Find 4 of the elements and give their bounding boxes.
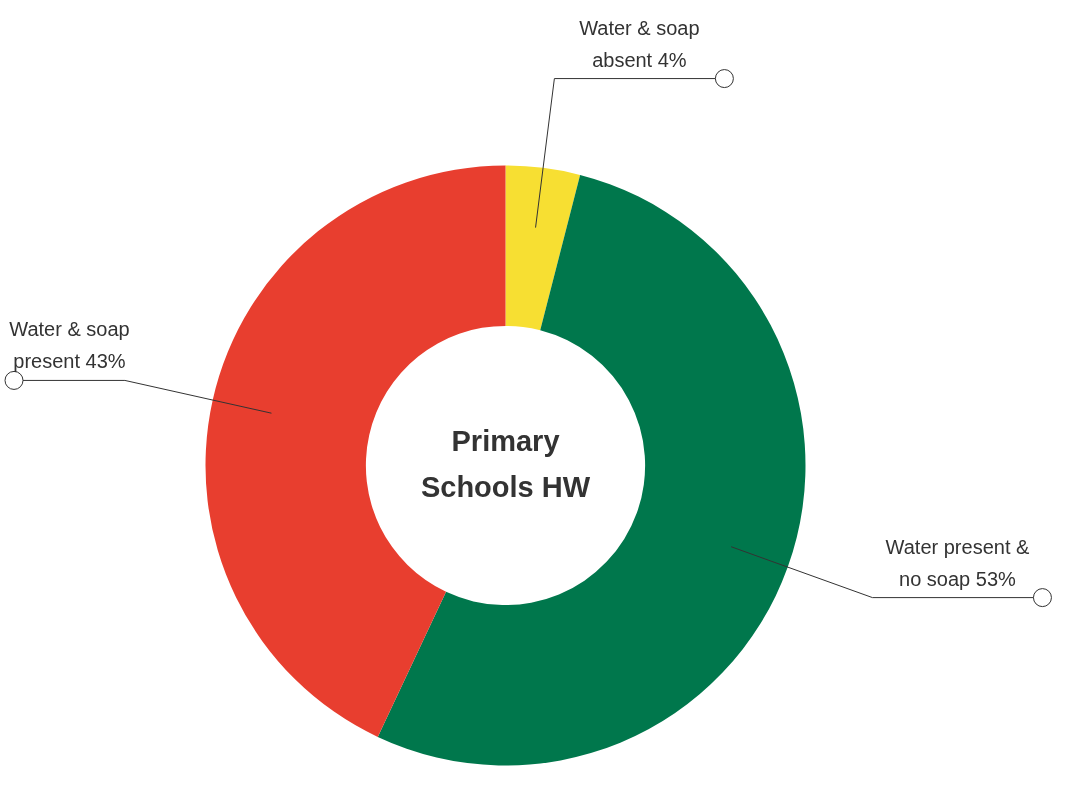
slice-label: Water present & no soap 53% bbox=[885, 535, 1030, 590]
slice-label: Water & soap absent 4% bbox=[579, 16, 700, 71]
slice-label: Water & soap present 43% bbox=[9, 318, 130, 373]
text: Primary Schools HW bbox=[420, 424, 591, 503]
